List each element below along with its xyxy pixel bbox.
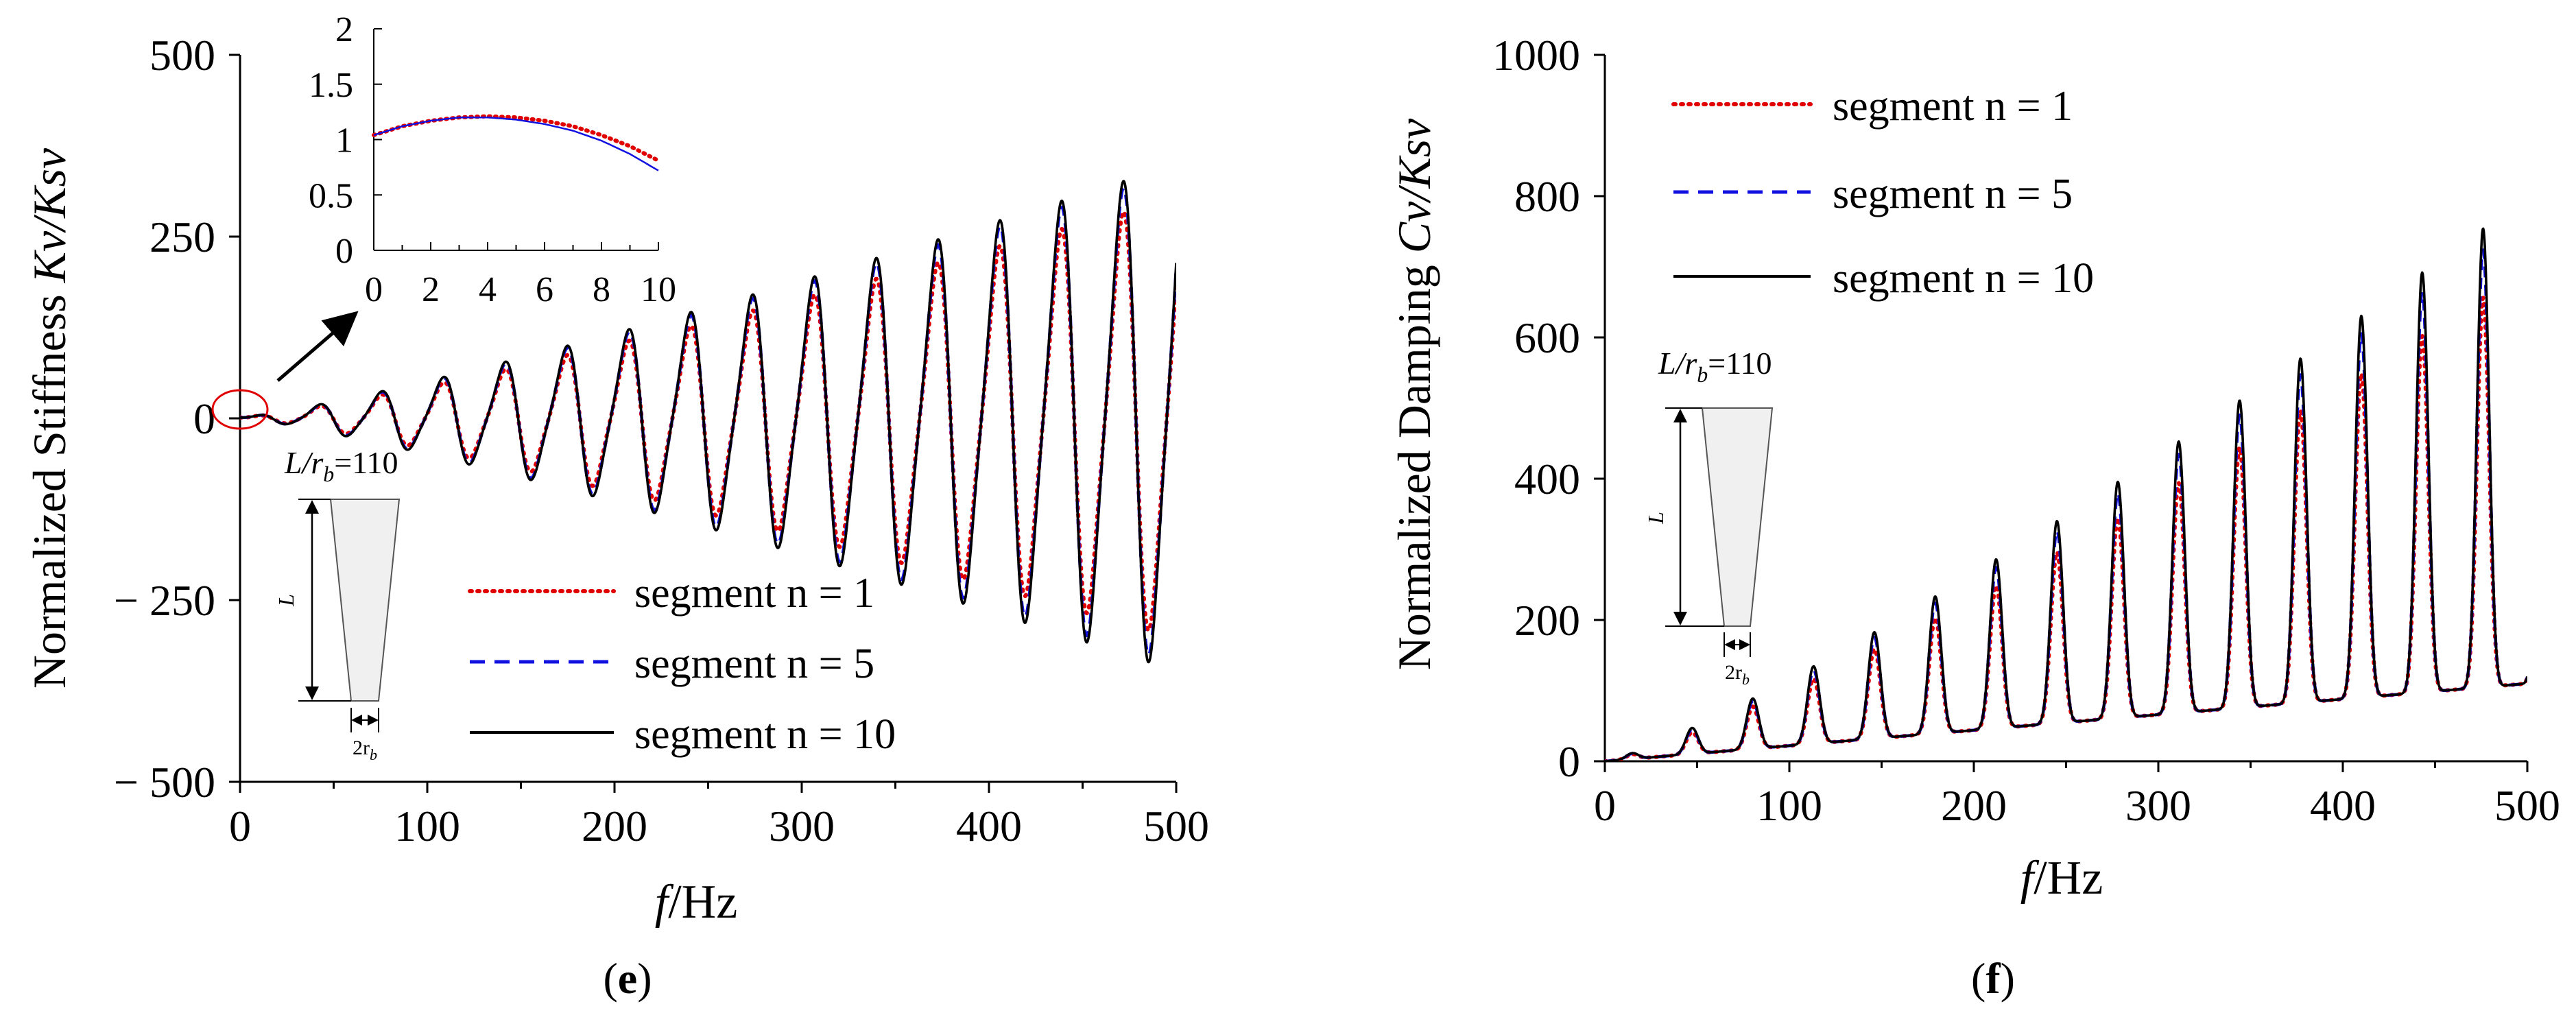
stiffness-legend: segment n = 1 segment n = 5 segment n = … — [468, 570, 896, 758]
stiffness-series — [240, 180, 1176, 664]
legend-entry-n10: segment n = 10 — [470, 711, 896, 758]
pile-diagram: L/rb=110 L 2rb — [274, 445, 401, 763]
svg-text:segment n = 10: segment n = 10 — [634, 711, 896, 758]
inset-y-tick-label: 0 — [335, 232, 353, 271]
pile-base-label: 2rb — [353, 737, 377, 763]
legend-entry-n5: segment n = 5 — [1673, 171, 2073, 217]
legend-entry-n5: segment n = 5 — [470, 641, 874, 687]
stiffness-x-tick-label: 200 — [582, 802, 647, 850]
stiffness-x-tick-label: 100 — [394, 802, 460, 850]
stiffness-x-tick-label: 300 — [769, 802, 835, 850]
svg-text:segment n = 5: segment n = 5 — [1833, 171, 2073, 217]
stiffness-panel-label: (e) — [603, 954, 652, 1003]
pile-length-label: L — [274, 594, 298, 607]
pile-ratio-label: L/rb=110 — [284, 445, 398, 486]
damping-y-tick-label: 200 — [1514, 596, 1580, 645]
stiffness-x-tick-label: 500 — [1143, 802, 1209, 850]
damping-series — [1605, 227, 2527, 761]
damping-y-tick-label: 800 — [1514, 172, 1580, 221]
damping-x-tick-label: 300 — [2125, 781, 2191, 830]
stiffness-y-tick-label: 250 — [150, 213, 215, 261]
legend-entry-n1: segment n = 1 — [1671, 83, 2073, 130]
damping-x-tick-label: 100 — [1756, 781, 1822, 830]
pile-shape — [329, 499, 401, 702]
legend-entry-n10: segment n = 10 — [1673, 255, 2094, 302]
svg-text:segment n = 1: segment n = 1 — [634, 570, 874, 617]
pile-shape — [1701, 407, 1774, 627]
stiffness-x-label: f/Hz — [655, 876, 738, 929]
inset-y-tick-label: 2 — [335, 10, 353, 49]
damping-legend: segment n = 1 segment n = 5 segment n = … — [1671, 83, 2094, 302]
inset-x-tick-label: 10 — [641, 270, 676, 309]
damping-x-tick-label: 0 — [1594, 781, 1616, 830]
stiffness-y-tick-label: − 250 — [114, 576, 215, 625]
stiffness-y-tick-label: − 500 — [114, 758, 215, 807]
chart-damping: 1000 800 600 400 200 00 100 200 300 400 500 Normal… — [1388, 31, 2560, 1003]
damping-axes: 1000 800 600 400 200 00 100 200 300 400 500 — [1492, 31, 2560, 830]
stiffness-y-tick-label: 0 — [193, 394, 215, 443]
damping-y-tick-label: 1000 — [1492, 31, 1580, 80]
svg-text:segment n = 1: segment n = 1 — [1833, 83, 2073, 130]
inset-y-tick-label: 0.5 — [309, 176, 353, 215]
svg-text:segment n = 5: segment n = 5 — [634, 641, 874, 687]
inset-x-tick-label: 6 — [536, 270, 553, 309]
inset-x-tick-label: 4 — [479, 270, 497, 309]
inset-x-tick-label: 0 — [365, 270, 383, 309]
stiffness-y-label: Normalized Stiffness Kv/Ksv — [23, 147, 75, 689]
stiffness-x-tick-label: 0 — [229, 802, 251, 850]
svg-text:segment n = 10: segment n = 10 — [1833, 255, 2094, 302]
damping-y-tick-label: 0 — [1558, 737, 1580, 786]
zoom-region-marker — [211, 389, 269, 430]
zoom-arrow — [276, 311, 359, 382]
damping-series-3 — [1605, 227, 2527, 761]
damping-x-tick-label: 500 — [2494, 781, 2560, 830]
damping-y-tick-label: 600 — [1514, 313, 1580, 362]
stiffness-y-tick-label: 500 — [150, 31, 215, 80]
inset-y-tick-label: 1 — [335, 121, 353, 160]
damping-panel-label: (f) — [1971, 954, 2015, 1003]
pile-length-label: L — [1643, 512, 1668, 525]
stiffness-x-tick-label: 400 — [956, 802, 1022, 850]
stiffness-series-3 — [240, 180, 1176, 664]
pile-base-label: 2rb — [1725, 661, 1750, 688]
damping-x-label: f/Hz — [2020, 852, 2103, 905]
zoom-inset: 21.510.500 2 4 6 8 10 — [309, 10, 676, 309]
pile-ratio-label: L/rb=110 — [1658, 346, 1772, 387]
inset-y-tick-label: 1.5 — [309, 66, 353, 105]
damping-y-label: Normalized Damping Cv/Ksv — [1388, 118, 1440, 670]
damping-y-tick-label: 400 — [1514, 455, 1580, 503]
damping-x-tick-label: 200 — [1941, 781, 2007, 830]
legend-entry-n1: segment n = 1 — [468, 570, 874, 617]
inset-curve-2 — [373, 116, 659, 171]
inset-x-tick-label: 8 — [593, 270, 610, 309]
damping-x-tick-label: 400 — [2310, 781, 2376, 830]
pile-diagram: L/rb=110 L 2rb — [1643, 346, 1774, 688]
inset-x-tick-label: 2 — [422, 270, 440, 309]
